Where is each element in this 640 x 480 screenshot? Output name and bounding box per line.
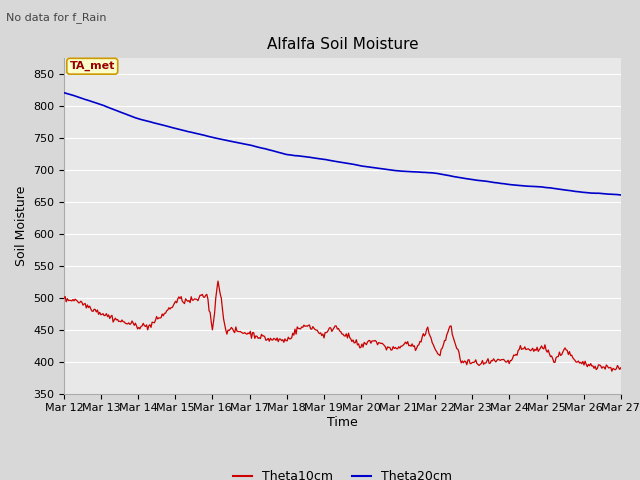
Legend: Theta10cm, Theta20cm: Theta10cm, Theta20cm: [228, 465, 456, 480]
Y-axis label: Soil Moisture: Soil Moisture: [15, 185, 28, 266]
Text: TA_met: TA_met: [70, 61, 115, 72]
Title: Alfalfa Soil Moisture: Alfalfa Soil Moisture: [267, 37, 418, 52]
Text: No data for f_Rain: No data for f_Rain: [6, 12, 107, 23]
X-axis label: Time: Time: [327, 416, 358, 429]
